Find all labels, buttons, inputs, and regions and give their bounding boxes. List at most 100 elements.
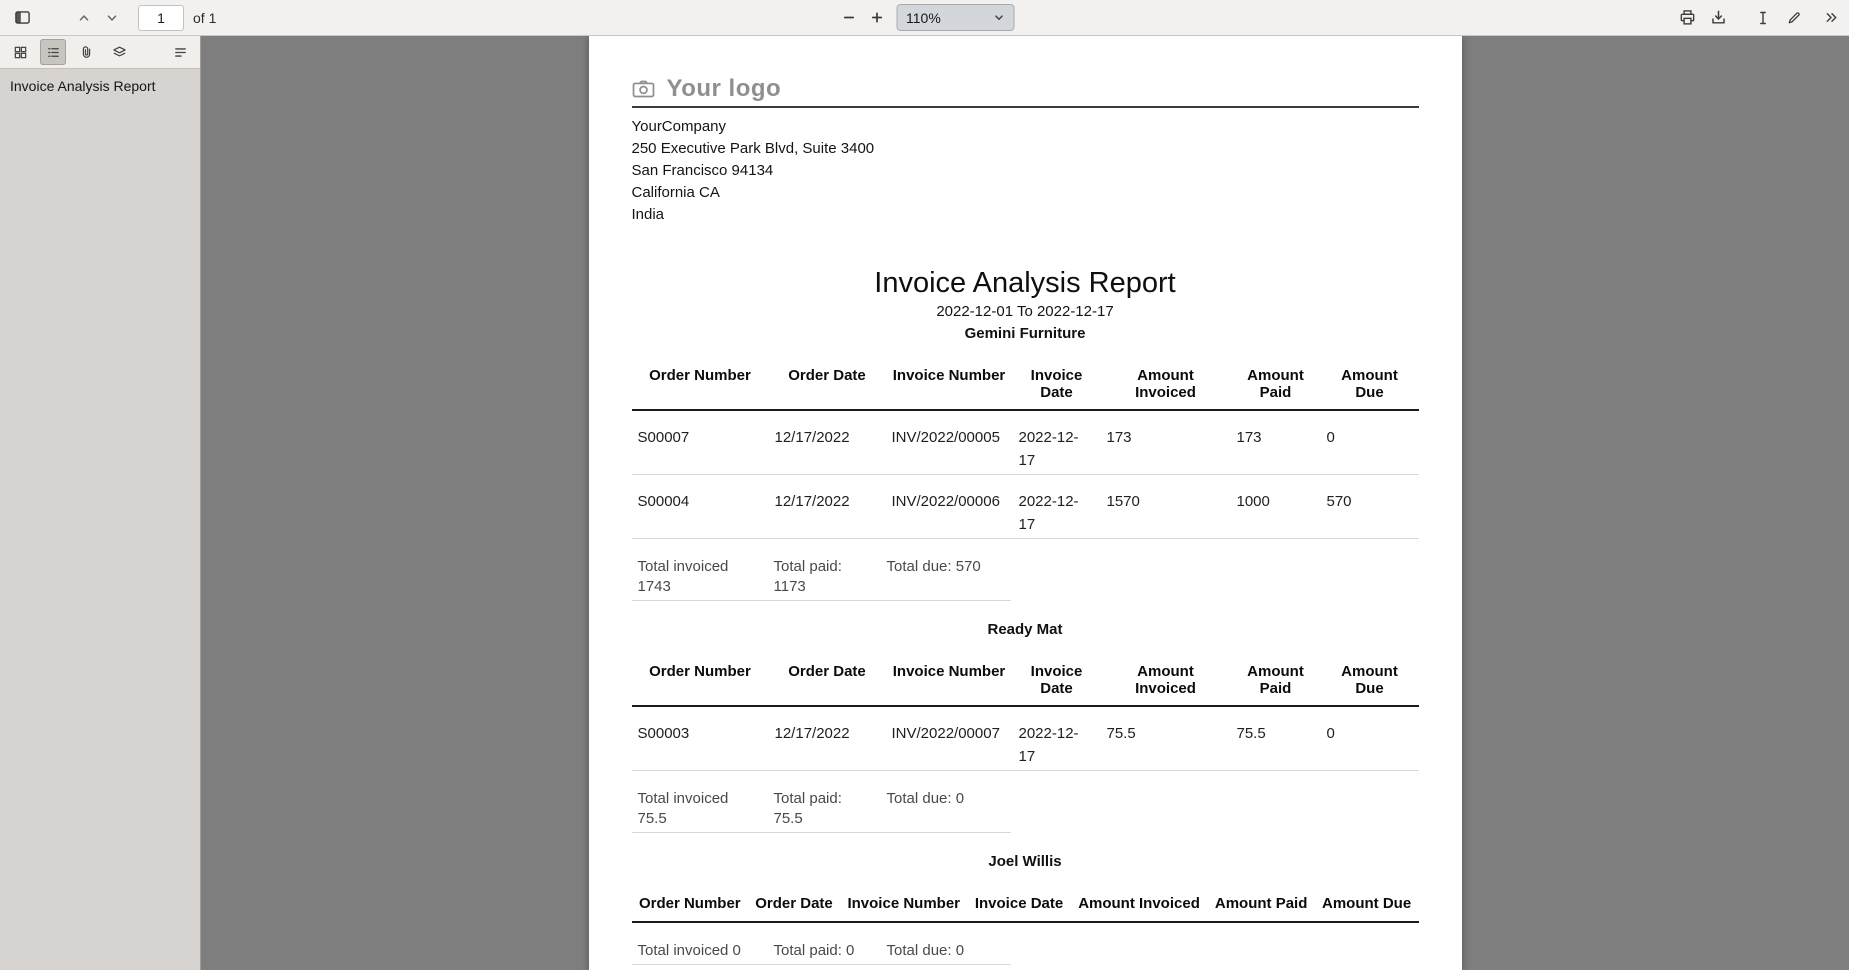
table-cell: S00007 — [631, 410, 769, 475]
more-tools-icon[interactable] — [1817, 4, 1845, 32]
column-header: Invoice Number — [885, 367, 1013, 411]
column-header: Invoice Date — [1012, 663, 1101, 707]
total-paid: Total paid: 0 — [767, 923, 881, 965]
customer-name: Joel Willis — [988, 853, 1062, 870]
sidebar: Invoice Analysis Report — [0, 36, 201, 970]
column-header: Amount Invoiced — [1100, 367, 1231, 411]
outline-panel: Invoice Analysis Report — [0, 69, 200, 970]
table-cell: 570 — [1320, 474, 1419, 539]
table-cell: 1000 — [1230, 474, 1321, 539]
toolbar-zoom-group: 110% — [835, 0, 1014, 35]
main-area: Invoice Analysis Report Your logo YourCo… — [0, 36, 1849, 970]
header-rule — [631, 106, 1419, 108]
invoice-table: Order Number Order Date Invoice Number I… — [631, 895, 1419, 923]
page-up-icon[interactable] — [70, 4, 98, 32]
company-line: California CA — [631, 184, 720, 201]
table-cell: INV/2022/00005 — [885, 410, 1013, 475]
annotations-list-icon[interactable] — [167, 39, 193, 65]
report-title: Invoice Analysis Report — [874, 267, 1176, 299]
toolbar-right-group — [1673, 4, 1849, 32]
table-cell: 75.5 — [1100, 706, 1231, 771]
zoom-in-icon[interactable] — [863, 4, 891, 32]
totals-row: Total invoiced 75.5 Total paid: 75.5 Tot… — [631, 771, 1011, 833]
header-row: Order Number Order Date Invoice Number I… — [631, 663, 1419, 707]
column-header: Invoice Date — [967, 895, 1071, 923]
total-due: Total due: 0 — [880, 923, 1011, 965]
table-cell: 0 — [1320, 410, 1419, 475]
invoice-table: Order Number Order Date Invoice Number I… — [631, 663, 1419, 771]
table-cell: 12/17/2022 — [768, 410, 886, 475]
text-select-icon[interactable] — [1749, 4, 1777, 32]
table-row: S00007 12/17/2022 INV/2022/00005 2022-12… — [631, 410, 1419, 475]
table-cell: 1570 — [1100, 474, 1231, 539]
page-number-input[interactable] — [138, 4, 184, 31]
company-logo: Your logo — [632, 75, 1419, 102]
total-due: Total due: 570 — [880, 539, 1011, 601]
total-paid: Total paid: 1173 — [767, 539, 881, 601]
outline-item[interactable]: Invoice Analysis Report — [10, 78, 156, 94]
total-paid: Total paid: 75.5 — [767, 771, 881, 833]
top-toolbar: of 1 110% — [0, 0, 1849, 36]
document-area[interactable]: Your logo YourCompany 250 Executive Park… — [201, 36, 1849, 970]
invoice-table: Order Number Order Date Invoice Number I… — [631, 367, 1419, 539]
table-cell: INV/2022/00006 — [885, 474, 1013, 539]
save-icon[interactable] — [1704, 4, 1732, 32]
customer-name: Gemini Furniture — [964, 325, 1086, 342]
total-due: Total due: 0 — [880, 771, 1011, 833]
outline-icon[interactable] — [40, 39, 66, 65]
column-header: Order Date — [768, 367, 886, 411]
totals-row: Total invoiced 0 Total paid: 0 Total due… — [631, 923, 1011, 965]
zoom-level-value: 110% — [906, 9, 941, 26]
table-cell: 12/17/2022 — [768, 706, 886, 771]
camera-icon — [632, 80, 654, 98]
table-cell: S00004 — [631, 474, 769, 539]
table-cell: S00003 — [631, 706, 769, 771]
company-line: YourCompany — [631, 118, 727, 135]
column-header: Order Date — [748, 895, 840, 923]
company-line: San Francisco 94134 — [631, 162, 774, 179]
sidebar-toolbar — [0, 36, 200, 69]
layers-icon[interactable] — [106, 39, 132, 65]
column-header: Amount Paid — [1230, 367, 1321, 411]
column-header: Amount Due — [1320, 367, 1419, 411]
column-header: Invoice Number — [885, 663, 1013, 707]
column-header: Order Number — [631, 367, 769, 411]
table-cell: 0 — [1320, 706, 1419, 771]
column-header: Amount Invoiced — [1070, 895, 1208, 923]
sidebar-toggle-icon[interactable] — [8, 4, 36, 32]
column-header: Amount Due — [1320, 663, 1419, 707]
column-header: Amount Paid — [1230, 663, 1321, 707]
header-row: Order Number Order Date Invoice Number I… — [631, 367, 1419, 411]
table-cell: 2022-12-17 — [1012, 474, 1101, 539]
thumbnails-icon[interactable] — [7, 39, 33, 65]
column-header: Order Number — [631, 895, 749, 923]
header-row: Order Number Order Date Invoice Number I… — [631, 895, 1419, 923]
logo-label: Your logo — [666, 75, 782, 102]
zoom-out-icon[interactable] — [835, 4, 863, 32]
customer-name: Ready Mat — [987, 621, 1063, 638]
table-row: S00004 12/17/2022 INV/2022/00006 2022-12… — [631, 474, 1419, 539]
pdf-page: Your logo YourCompany 250 Executive Park… — [588, 36, 1462, 970]
page-count-label: of 1 — [193, 9, 217, 26]
report-date-range: 2022-12-01 To 2022-12-17 — [936, 303, 1114, 320]
column-header: Amount Invoiced — [1100, 663, 1231, 707]
column-header: Invoice Number — [839, 895, 968, 923]
table-cell: 173 — [1100, 410, 1231, 475]
annotate-icon[interactable] — [1780, 4, 1808, 32]
table-cell: 12/17/2022 — [768, 474, 886, 539]
column-header: Amount Due — [1314, 895, 1419, 923]
table-cell: 2022-12-17 — [1012, 706, 1101, 771]
table-cell: 173 — [1230, 410, 1321, 475]
company-line: India — [631, 206, 665, 223]
attachments-icon[interactable] — [73, 39, 99, 65]
column-header: Order Number — [631, 663, 769, 707]
total-invoiced: Total invoiced 0 — [631, 923, 768, 965]
print-icon[interactable] — [1673, 4, 1701, 32]
total-invoiced: Total invoiced 1743 — [631, 539, 768, 601]
table-row: S00003 12/17/2022 INV/2022/00007 2022-12… — [631, 706, 1419, 771]
zoom-level-dropdown[interactable]: 110% — [896, 4, 1014, 31]
total-invoiced: Total invoiced 75.5 — [631, 771, 768, 833]
page-down-icon[interactable] — [98, 4, 126, 32]
table-cell: 2022-12-17 — [1012, 410, 1101, 475]
totals-row: Total invoiced 1743 Total paid: 1173 Tot… — [631, 539, 1011, 601]
